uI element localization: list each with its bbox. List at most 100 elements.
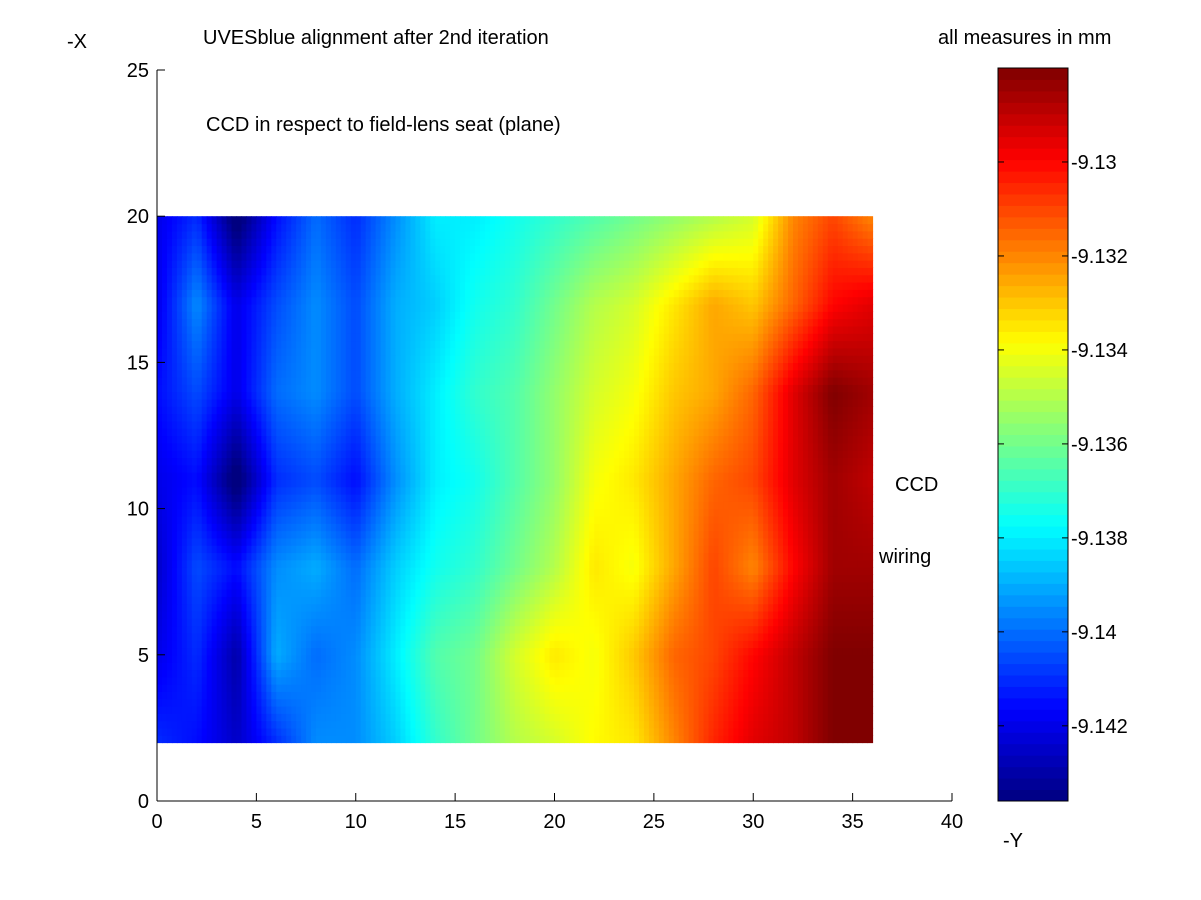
heatmap-cell [718, 537, 725, 546]
heatmap-cell [246, 486, 253, 495]
heatmap-cell [261, 669, 267, 678]
heatmap-cell [395, 508, 402, 517]
heatmap-cell [157, 515, 163, 524]
heatmap-cell [668, 691, 675, 700]
heatmap-cell [584, 713, 590, 722]
heatmap-cell [584, 691, 590, 700]
heatmap-cell [415, 676, 421, 685]
heatmap-cell [832, 610, 839, 619]
heatmap-cell [539, 720, 546, 729]
heatmap-cell [539, 559, 546, 568]
heatmap-cell [653, 515, 660, 524]
heatmap-cell [758, 515, 764, 524]
heatmap-cell [450, 493, 456, 502]
heatmap-cell [206, 705, 213, 714]
heatmap-cell [678, 727, 685, 736]
heatmap-cell [489, 537, 496, 546]
heatmap-cell [385, 632, 392, 641]
heatmap-cell [504, 676, 511, 685]
heatmap-cell [479, 537, 486, 546]
heatmap-cell [335, 669, 342, 678]
heatmap-cell [638, 610, 645, 619]
heatmap-cell [246, 713, 253, 722]
heatmap-cell [693, 530, 700, 539]
heatmap-cell [360, 567, 367, 575]
heatmap-cell [534, 676, 541, 685]
heatmap-cell [549, 713, 556, 722]
heatmap-cell [385, 581, 392, 590]
heatmap-cell [360, 603, 367, 612]
heatmap-cell [400, 684, 407, 692]
heatmap-cell [534, 574, 541, 583]
heatmap-cell [638, 545, 645, 554]
heatmap-cell [728, 603, 734, 612]
heatmap-cell [788, 625, 794, 634]
heatmap-cell [161, 508, 168, 517]
heatmap-cell [629, 567, 635, 575]
heatmap-cell [748, 705, 754, 714]
heatmap-cell [499, 676, 506, 685]
heatmap-cell [509, 501, 516, 510]
heatmap-cell [489, 486, 496, 495]
heatmap-cell [484, 523, 491, 532]
heatmap-cell [256, 625, 262, 634]
heatmap-cell [663, 545, 670, 554]
heatmap-cell [479, 493, 486, 502]
heatmap-cell [301, 618, 307, 627]
heatmap-cell [311, 574, 317, 583]
heatmap-cell [395, 574, 402, 583]
heatmap-cell [345, 567, 352, 575]
heatmap-cell [216, 603, 223, 612]
heatmap-cell [852, 603, 859, 612]
heatmap-cell [226, 625, 233, 634]
heatmap-cell [673, 545, 680, 554]
heatmap-cell [788, 669, 794, 678]
heatmap-cell [797, 640, 804, 649]
heatmap-cell [624, 662, 630, 671]
heatmap-cell [241, 676, 248, 685]
heatmap-cell [524, 486, 531, 495]
heatmap-cell [256, 589, 262, 597]
heatmap-cell [256, 581, 262, 590]
heatmap-cell [638, 684, 645, 692]
heatmap-cell [236, 581, 243, 590]
heatmap-cell [196, 647, 203, 656]
heatmap-cell [569, 618, 575, 627]
heatmap-cell [614, 596, 620, 605]
heatmap-cell [196, 610, 203, 619]
heatmap-cell [445, 567, 451, 575]
heatmap-cell [301, 589, 307, 597]
heatmap-cell [519, 589, 526, 597]
heatmap-cell [489, 610, 496, 619]
heatmap-cell [738, 552, 744, 561]
heatmap-cell [390, 676, 397, 685]
heatmap-cell [793, 647, 799, 656]
heatmap-cell [554, 684, 561, 692]
heatmap-cell [166, 669, 173, 678]
heatmap-cell [728, 501, 734, 510]
heatmap-cell [738, 727, 744, 736]
heatmap-cell [544, 501, 551, 510]
heatmap-cell [683, 691, 690, 700]
heatmap-cell [306, 676, 312, 685]
heatmap-cell [157, 698, 163, 707]
heatmap-cell [350, 720, 357, 729]
heatmap-cell [683, 545, 690, 554]
heatmap-cell [842, 508, 849, 517]
heatmap-cell [251, 676, 257, 685]
heatmap-cell [807, 654, 814, 663]
heatmap-cell [604, 493, 610, 502]
heatmap-cell [380, 501, 387, 510]
heatmap-cell [549, 552, 556, 561]
heatmap-cell [475, 603, 481, 612]
heatmap-cell [534, 559, 541, 568]
heatmap-cell [236, 647, 243, 656]
heatmap-cell [385, 618, 392, 627]
heatmap-cell [688, 493, 695, 502]
heatmap-cell [365, 698, 372, 707]
heatmap-cell [832, 581, 839, 590]
heatmap-cell [544, 676, 551, 685]
heatmap-cell [504, 552, 511, 561]
heatmap-cell [261, 720, 267, 729]
heatmap-cell [758, 574, 764, 583]
